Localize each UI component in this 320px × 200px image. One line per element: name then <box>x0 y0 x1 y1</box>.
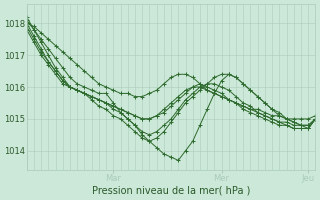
X-axis label: Pression niveau de la mer( hPa ): Pression niveau de la mer( hPa ) <box>92 186 250 196</box>
